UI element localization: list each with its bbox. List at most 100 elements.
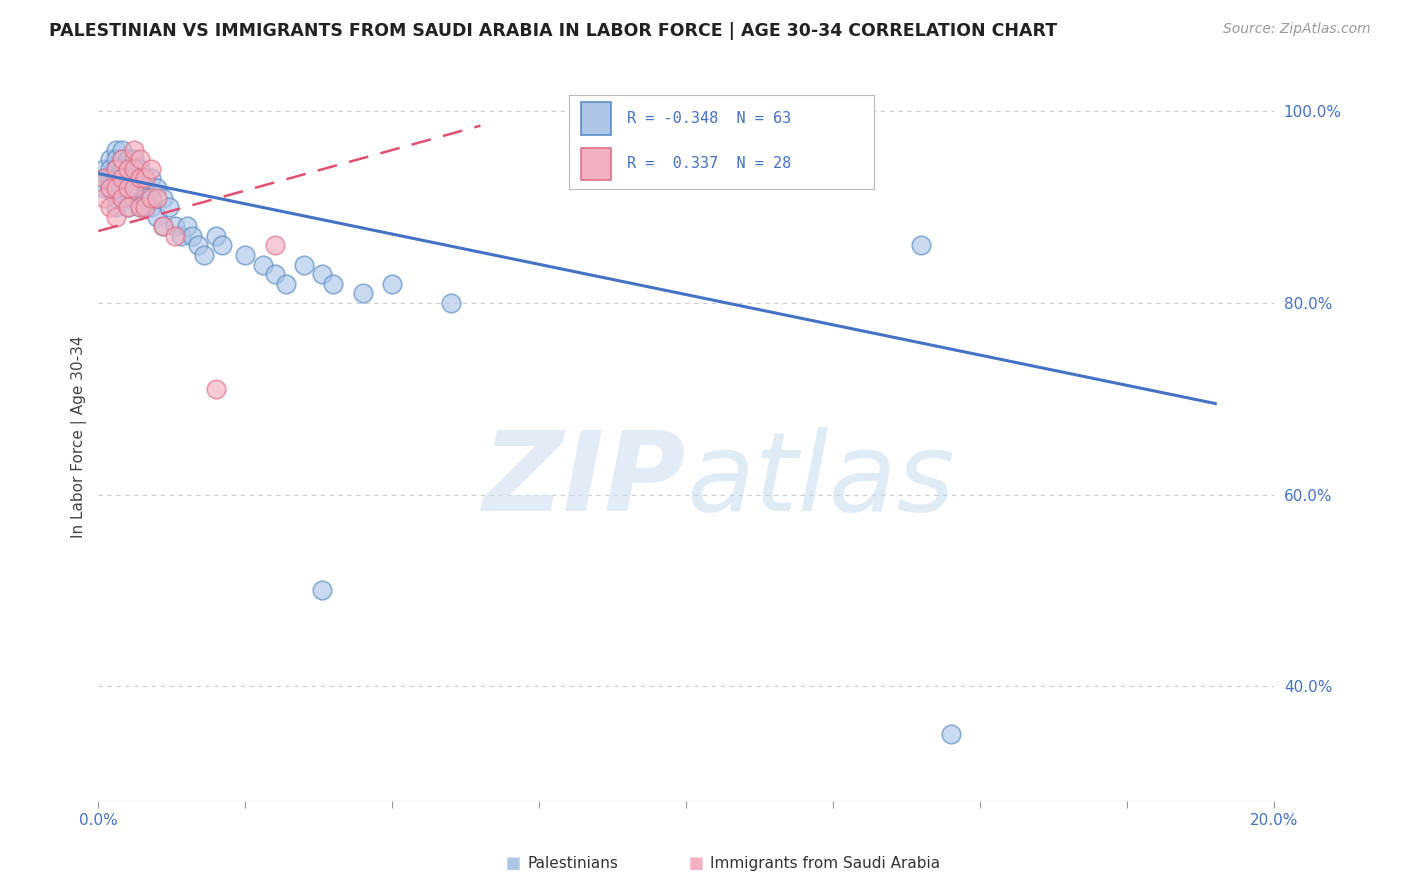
Point — [98, 181, 121, 195]
Point — [98, 200, 121, 214]
Point — [111, 152, 134, 166]
Point — [134, 171, 156, 186]
Point — [163, 228, 186, 243]
Point — [193, 248, 215, 262]
Point — [117, 161, 139, 176]
Point — [93, 161, 115, 176]
Point — [111, 190, 134, 204]
Point — [104, 161, 127, 176]
Point — [104, 161, 127, 176]
Point — [141, 200, 163, 214]
Point — [122, 143, 145, 157]
Point — [352, 286, 374, 301]
Point — [128, 181, 150, 195]
Point — [117, 171, 139, 186]
Point — [381, 277, 404, 291]
Point — [117, 200, 139, 214]
Point — [322, 277, 344, 291]
Point — [163, 219, 186, 234]
Point — [128, 171, 150, 186]
Point — [146, 190, 169, 204]
Point — [939, 727, 962, 741]
Point — [104, 171, 127, 186]
Point — [117, 181, 139, 195]
Point — [98, 161, 121, 176]
Point — [311, 267, 333, 281]
Point — [252, 258, 274, 272]
Point — [111, 161, 134, 176]
Point — [104, 190, 127, 204]
Point — [134, 200, 156, 214]
Text: Palestinians: Palestinians — [527, 856, 619, 871]
Text: ▪: ▪ — [505, 852, 522, 875]
Point — [128, 200, 150, 214]
Point — [104, 181, 127, 195]
Point — [128, 171, 150, 186]
Point — [122, 181, 145, 195]
Text: atlas: atlas — [686, 427, 955, 534]
Point — [122, 171, 145, 186]
Point — [134, 190, 156, 204]
Point — [141, 190, 163, 204]
Point — [93, 171, 115, 186]
Point — [104, 143, 127, 157]
Point — [117, 200, 139, 214]
Point — [910, 238, 932, 252]
Text: PALESTINIAN VS IMMIGRANTS FROM SAUDI ARABIA IN LABOR FORCE | AGE 30-34 CORRELATI: PALESTINIAN VS IMMIGRANTS FROM SAUDI ARA… — [49, 22, 1057, 40]
Point — [146, 210, 169, 224]
Point — [98, 171, 121, 186]
Point — [263, 267, 285, 281]
Point — [169, 228, 191, 243]
Point — [104, 152, 127, 166]
Text: ZIP: ZIP — [482, 427, 686, 534]
Point — [122, 161, 145, 176]
Point — [146, 181, 169, 195]
Point — [93, 171, 115, 186]
Point — [276, 277, 298, 291]
Point — [311, 583, 333, 598]
Point — [111, 171, 134, 186]
Y-axis label: In Labor Force | Age 30-34: In Labor Force | Age 30-34 — [72, 335, 87, 538]
Point — [117, 161, 139, 176]
Point — [111, 190, 134, 204]
Point — [152, 190, 174, 204]
Point — [181, 228, 204, 243]
Point — [211, 238, 233, 252]
Point — [187, 238, 209, 252]
Point — [141, 161, 163, 176]
Text: Source: ZipAtlas.com: Source: ZipAtlas.com — [1223, 22, 1371, 37]
Point — [176, 219, 198, 234]
Point — [93, 181, 115, 195]
Point — [292, 258, 315, 272]
Point — [98, 152, 121, 166]
Point — [111, 152, 134, 166]
Point — [134, 171, 156, 186]
Point — [111, 171, 134, 186]
Point — [157, 200, 180, 214]
Point — [205, 228, 228, 243]
Text: ▪: ▪ — [688, 852, 704, 875]
Point — [205, 382, 228, 396]
Point — [233, 248, 256, 262]
Point — [141, 171, 163, 186]
Point — [122, 190, 145, 204]
Point — [128, 152, 150, 166]
Point — [111, 143, 134, 157]
Point — [128, 161, 150, 176]
Point — [128, 200, 150, 214]
Point — [122, 152, 145, 166]
Point — [134, 181, 156, 195]
Point — [104, 210, 127, 224]
Point — [152, 219, 174, 234]
Text: Immigrants from Saudi Arabia: Immigrants from Saudi Arabia — [710, 856, 941, 871]
Point — [263, 238, 285, 252]
Point — [93, 190, 115, 204]
Point — [117, 152, 139, 166]
Point — [122, 161, 145, 176]
Point — [440, 296, 463, 310]
Point — [98, 181, 121, 195]
Point — [117, 181, 139, 195]
Point — [152, 219, 174, 234]
Point — [111, 181, 134, 195]
Point — [104, 200, 127, 214]
